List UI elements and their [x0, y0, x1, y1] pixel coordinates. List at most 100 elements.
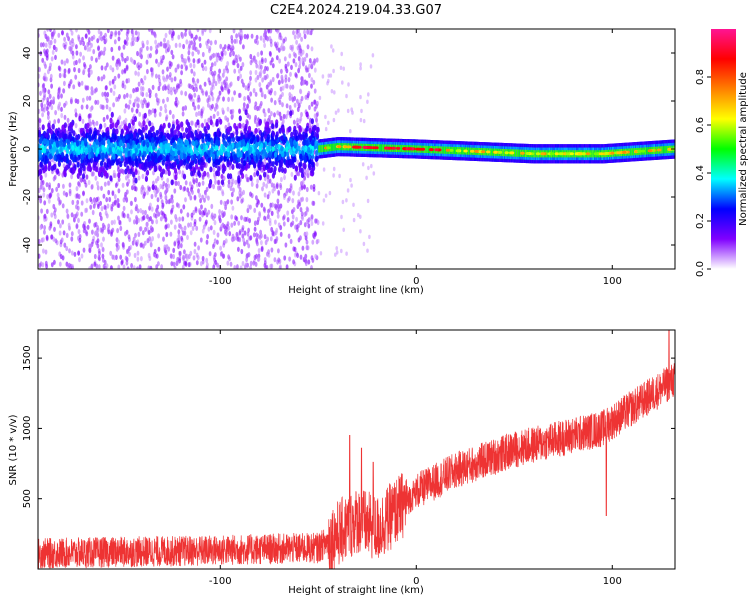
- heatmap-point: [259, 35, 263, 41]
- heatmap-point: [82, 190, 85, 196]
- heatmap-point: [289, 238, 293, 244]
- heatmap-point: [155, 219, 159, 225]
- heatmap-point: [244, 262, 248, 268]
- heatmap-point: [195, 225, 199, 231]
- heatmap-point: [203, 151, 207, 158]
- heatmap-point: [159, 171, 164, 178]
- heatmap-point: [126, 142, 130, 149]
- heatmap-point: [81, 118, 85, 124]
- heatmap-point: [244, 85, 248, 91]
- heatmap-point: [283, 167, 287, 174]
- heatmap-point: [314, 253, 318, 260]
- heatmap-point: [180, 64, 184, 70]
- heatmap-point: [182, 173, 187, 180]
- heatmap-point: [267, 208, 270, 214]
- heatmap-point: [280, 167, 285, 173]
- heatmap-point: [42, 87, 46, 93]
- heatmap-point: [73, 67, 76, 73]
- heatmap-point: [365, 175, 368, 180]
- heatmap-point: [83, 62, 86, 68]
- heatmap-point: [297, 56, 301, 62]
- heatmap-point: [230, 156, 234, 163]
- heatmap-point: [230, 38, 234, 45]
- heatmap-point: [219, 251, 223, 257]
- heatmap-point: [299, 220, 303, 226]
- heatmap-point: [217, 185, 220, 191]
- heatmap-point: [329, 73, 333, 78]
- heatmap-point: [148, 186, 151, 192]
- heatmap-point: [143, 210, 147, 216]
- heatmap-point: [87, 67, 91, 73]
- heatmap-point: [241, 62, 245, 68]
- heatmap-point: [283, 194, 286, 200]
- heatmap-point: [270, 247, 274, 253]
- heatmap-point: [113, 39, 117, 45]
- heatmap-point: [146, 154, 151, 161]
- heatmap-point: [96, 38, 100, 44]
- heatmap-point: [210, 203, 214, 209]
- heatmap-point: [263, 75, 267, 81]
- heatmap-point: [59, 146, 63, 153]
- heatmap-point: [233, 220, 237, 226]
- heatmap-point: [207, 157, 211, 164]
- heatmap-point: [181, 126, 184, 132]
- heatmap-point: [224, 204, 228, 211]
- heatmap-point: [296, 33, 300, 40]
- heatmap-point: [184, 91, 188, 97]
- heatmap-point: [253, 254, 257, 260]
- heatmap-point: [289, 110, 293, 117]
- heatmap-point: [104, 37, 108, 44]
- heatmap-point: [176, 83, 179, 89]
- heatmap-point: [93, 145, 97, 152]
- heatmap-point: [47, 165, 51, 172]
- heatmap-point: [109, 160, 113, 166]
- heatmap-point: [288, 126, 292, 132]
- heatmap-point: [146, 141, 150, 148]
- heatmap-point: [46, 194, 49, 200]
- heatmap-point: [40, 102, 44, 108]
- heatmap-point: [226, 106, 230, 112]
- heatmap-point: [254, 127, 258, 134]
- heatmap-point: [310, 214, 314, 220]
- heatmap-point: [223, 79, 226, 85]
- heatmap-point: [196, 182, 199, 188]
- heatmap-point: [137, 97, 140, 103]
- heatmap-point: [85, 174, 89, 180]
- heatmap-point: [97, 264, 101, 269]
- heatmap-point: [93, 133, 97, 140]
- heatmap-point: [136, 239, 140, 245]
- heatmap-point: [201, 212, 205, 218]
- heatmap-point: [161, 204, 165, 210]
- heatmap-point: [90, 42, 93, 48]
- heatmap-point: [268, 217, 272, 223]
- heatmap-point: [242, 106, 246, 112]
- heatmap-point: [239, 39, 242, 45]
- heatmap-point: [178, 42, 182, 48]
- heatmap-point: [155, 129, 159, 136]
- heatmap-point: [316, 126, 320, 133]
- heatmap-point: [63, 114, 67, 120]
- heatmap-point: [38, 66, 41, 72]
- heatmap-point: [265, 264, 269, 269]
- heatmap-point: [129, 139, 133, 146]
- heatmap-point: [63, 156, 67, 163]
- heatmap-point: [88, 95, 92, 101]
- heatmap-point: [119, 161, 123, 168]
- heatmap-point: [179, 184, 183, 191]
- heatmap-point: [184, 180, 188, 186]
- heatmap-point: [134, 70, 138, 76]
- heatmap-point: [63, 80, 66, 86]
- heatmap-point: [200, 156, 204, 163]
- heatmap-point: [162, 75, 165, 81]
- heatmap-point: [207, 150, 211, 157]
- heatmap-point: [111, 122, 115, 129]
- heatmap-point: [327, 73, 331, 78]
- heatmap-point: [146, 102, 150, 109]
- heatmap-point: [254, 38, 257, 44]
- heatmap-point: [249, 70, 253, 76]
- heatmap-point: [276, 110, 280, 116]
- heatmap-point: [341, 80, 344, 85]
- heatmap-point: [188, 192, 192, 198]
- heatmap-point: [122, 205, 126, 211]
- heatmap-point: [313, 88, 317, 94]
